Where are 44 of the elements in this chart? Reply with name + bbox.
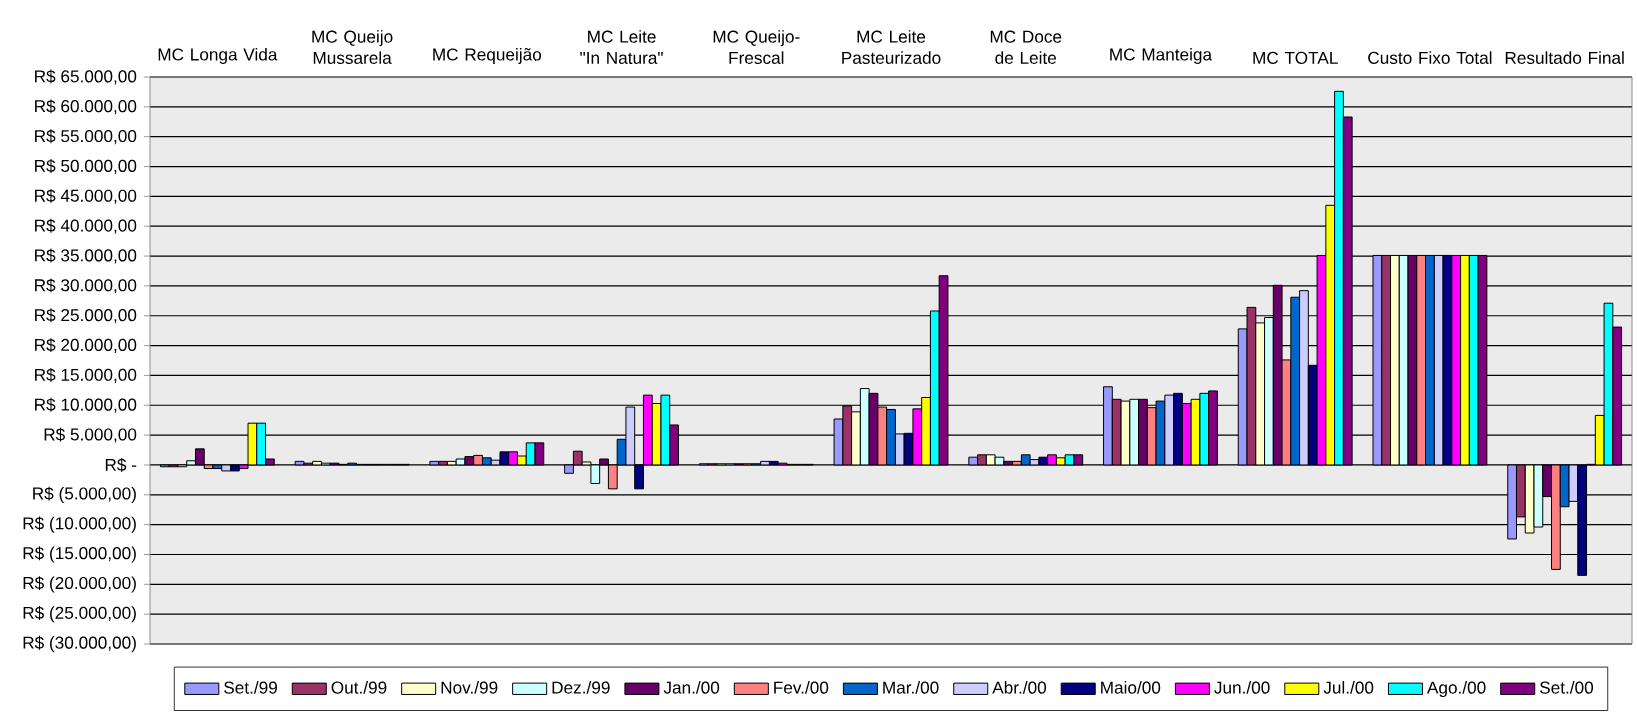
y-tick-label: R$ (15.000,00) [23,546,136,563]
legend-label: Ago./00 [1426,681,1486,698]
x-tick-label: MC TOTAL [1253,51,1338,64]
legend-label: Jul./00 [1323,681,1374,694]
y-tick-label: R$ (5.000,00) [33,486,136,503]
y-tick-label: R$ 40.000,00 [35,218,137,234]
y-tick-label: R$ 25.000,00 [35,308,137,324]
y-tick-label: R$ (10.000,00) [23,516,136,533]
x-tick-label: MC Requeijão [433,47,542,64]
y-tick-label: R$ (25.000,00) [23,606,136,623]
y-tick-label: R$ 5.000,00 [44,427,137,443]
x-tick-label: Custo Fixo Total [1368,51,1492,64]
y-tick-label: R$ 35.000,00 [35,248,137,264]
x-tick-label: MC Leite "In Natura" [580,30,663,64]
y-tick-label: R$ 10.000,00 [35,397,137,413]
y-tick-label: R$ - [105,458,137,472]
legend-label: Jan./00 [663,681,720,694]
y-tick-label: R$ 55.000,00 [35,129,137,145]
legend-label: Maio/00 [1101,681,1161,694]
y-tick-label: R$ 60.000,00 [35,99,137,115]
legend-label: Nov./99 [441,681,498,694]
x-tick-label: Resultado Final [1505,51,1624,64]
y-tick-label: R$ 20.000,00 [35,338,137,354]
legend-label: Mar./00 [883,681,939,694]
x-tick-label: MC Leite Pasteurizado [842,30,941,64]
x-tick-label: MC Queijo Mussarela [312,30,393,64]
y-tick-label: R$ 30.000,00 [35,278,137,294]
y-tick-label: R$ 50.000,00 [35,159,137,174]
legend-label: Dez./99 [552,681,610,694]
y-tick-label: R$ 15.000,00 [35,367,137,383]
x-tick-label: MC Queijo-Frescal [713,30,800,64]
legend-label: Fev./00 [774,681,829,694]
y-tick-label: R$ 65.000,00 [35,69,137,85]
legend-label: Out./99 [331,681,387,694]
x-tick-label: MC Longa Vida [158,47,278,64]
x-tick-label: MC Doce de Leite [990,30,1062,64]
legend-label: Jun./00 [1214,681,1270,694]
legend-label: Set./99 [224,681,277,694]
y-tick-label: R$ (30.000,00) [23,635,136,653]
y-tick-label: R$ 45.000,00 [35,188,137,204]
y-tick-label: R$ (20.000,00) [23,576,136,593]
legend-label: Abr./00 [992,681,1047,694]
x-tick-label: MC Manteiga [1110,47,1213,64]
legend-label: Set./00 [1540,681,1594,694]
